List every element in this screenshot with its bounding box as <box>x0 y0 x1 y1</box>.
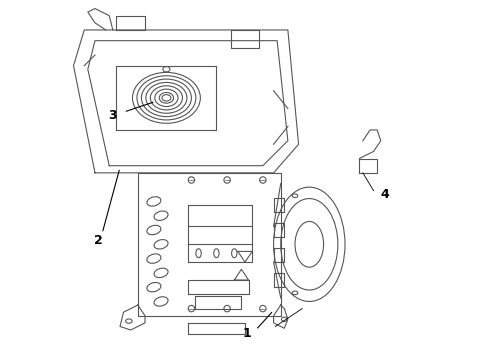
Text: 1: 1 <box>243 327 251 340</box>
Text: 4: 4 <box>380 188 389 201</box>
Text: 3: 3 <box>108 109 117 122</box>
Text: 2: 2 <box>94 234 103 247</box>
